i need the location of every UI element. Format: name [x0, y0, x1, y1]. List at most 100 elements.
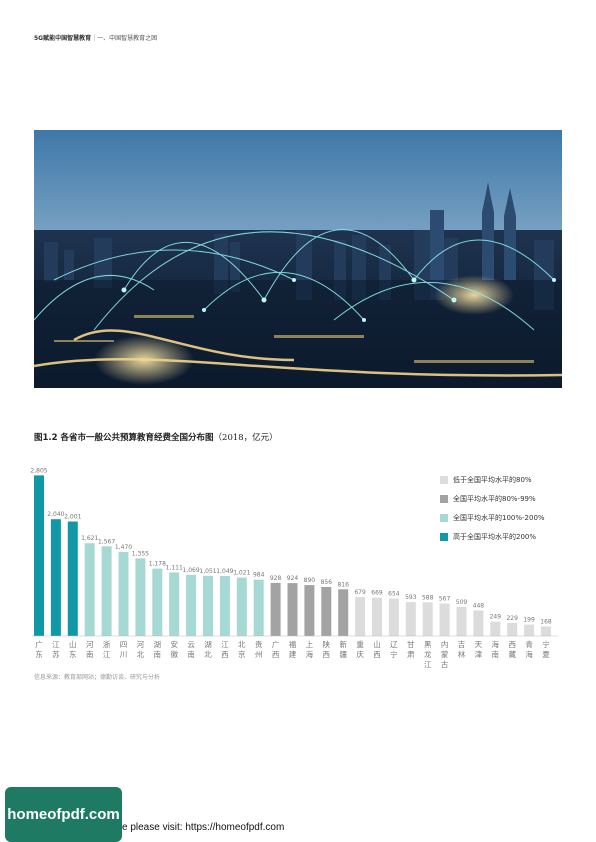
bar-宁夏 [541, 626, 551, 636]
category-label-char: 蒙 [441, 649, 449, 659]
data-label: 1,355 [132, 550, 149, 557]
legend-swatch [440, 513, 448, 522]
chart-legend: 低于全国平均水平的80% 全国平均水平的80%-99% 全国平均水平的100%-… [440, 470, 545, 546]
category-label-char: 青 [525, 639, 533, 649]
category-label-char: 南 [492, 649, 500, 659]
category-label-char: 东 [69, 649, 77, 659]
category-label-char: 北 [137, 650, 145, 659]
bar-chart-svg: 2,805广东2,040江苏2,001山东1,621河南1,567浙江1,470… [30, 467, 558, 669]
data-label: 1,567 [98, 538, 115, 545]
city-network-photo [34, 130, 562, 388]
category-label-char: 福 [289, 640, 297, 649]
category-label-char: 徽 [170, 649, 178, 659]
data-label: 679 [354, 589, 366, 596]
figure-subtitle: （2018，亿元） [213, 433, 278, 443]
figure-title-text: 图1.2 各省市一般公共预算教育经费全国分布图 [34, 433, 214, 443]
bar-湖北 [203, 575, 213, 636]
category-label-char: 南 [86, 649, 94, 659]
data-label: 654 [388, 591, 400, 598]
category-label-char: 云 [187, 640, 195, 649]
category-label-char: 山 [373, 639, 381, 649]
category-label-char: 辽 [390, 640, 398, 649]
bar-湖南 [152, 568, 163, 636]
header-separator: ｜ [91, 35, 98, 42]
legend-swatch [440, 475, 448, 484]
data-label: 199 [523, 617, 535, 624]
legend-swatch [440, 532, 448, 541]
category-label-char: 庆 [356, 649, 364, 659]
bar-广东 [34, 475, 44, 636]
bar-安徽 [169, 572, 180, 636]
bar-陕西 [321, 587, 332, 636]
data-label: 1,051 [199, 568, 216, 575]
category-label-char: 江 [221, 640, 229, 649]
data-label: 168 [540, 618, 552, 625]
legend-label: 全国平均水平的100%-200% [453, 513, 545, 522]
category-label-char: 西 [508, 640, 516, 649]
legend-label: 高于全国平均水平的200% [453, 532, 537, 541]
site-logo[interactable]: homeofpdf.com [5, 787, 122, 842]
data-label: 1,021 [233, 570, 250, 577]
report-title: 5G赋能中国智慧教育 [34, 35, 92, 42]
category-label-char: 广 [272, 639, 280, 649]
category-label-char: 西 [221, 650, 229, 659]
bar-广西 [270, 582, 281, 636]
data-label: 448 [473, 602, 485, 609]
bar-上海 [304, 585, 315, 636]
bar-河北 [135, 558, 146, 636]
category-label-char: 重 [356, 640, 364, 649]
category-label-char: 林 [458, 649, 466, 659]
category-label-char: 甘 [407, 639, 415, 649]
bar-贵州 [253, 579, 264, 636]
data-label: 816 [337, 581, 349, 588]
legend-label: 低于全国平均水平的80% [453, 475, 532, 484]
category-label-char: 川 [120, 650, 128, 659]
footer-link-text[interactable]: e please visit: https://homeofpdf.com [122, 822, 285, 833]
legend-item: 全国平均水平的80%-99% [440, 489, 545, 508]
data-label: 249 [490, 614, 502, 621]
category-label-char: 西 [272, 650, 280, 659]
category-label-char: 海 [492, 639, 500, 649]
category-label-char: 广 [35, 639, 43, 649]
category-label-char: 湖 [204, 640, 212, 649]
data-label: 924 [287, 575, 299, 582]
data-label: 928 [270, 575, 282, 582]
bar-青海 [524, 624, 535, 636]
legend-item: 高于全国平均水平的200% [440, 527, 545, 546]
category-label-char: 黑 [424, 640, 432, 649]
data-label: 229 [506, 615, 518, 622]
bar-吉林 [456, 606, 467, 636]
data-label: 2,001 [64, 514, 81, 521]
bar-天津 [473, 610, 484, 636]
category-label-char: 江 [52, 640, 60, 649]
bar-江西 [219, 576, 230, 636]
category-label-char: 肃 [407, 649, 415, 659]
legend-swatch [440, 494, 448, 503]
bar-河南 [84, 543, 95, 636]
bar-江苏 [50, 519, 61, 636]
data-label: 2,805 [30, 467, 47, 474]
category-label-char: 夏 [542, 650, 550, 659]
category-label-char: 藏 [508, 649, 516, 659]
data-label: 588 [422, 594, 434, 601]
data-label: 1,111 [166, 564, 183, 571]
category-label-char: 四 [120, 640, 128, 649]
category-label-char: 建 [289, 649, 297, 659]
category-label-char: 疆 [339, 650, 347, 659]
category-label-char: 陕 [323, 639, 331, 649]
category-label-char: 浙 [103, 639, 111, 649]
category-label-char: 湖 [154, 640, 162, 649]
category-label-char: 宁 [542, 639, 550, 649]
education-budget-chart: 2,805 广东 2,040 江苏 2,001 山东 1,621 河南 1,567 浙江 1,470… [30, 452, 566, 672]
data-label: 567 [439, 596, 451, 603]
category-label-char: 北 [204, 650, 212, 659]
category-label-char: 江 [424, 660, 432, 669]
bar-山东 [67, 521, 78, 636]
data-label: 669 [371, 590, 383, 597]
category-label-char: 北 [238, 640, 246, 649]
category-label-char: 西 [373, 650, 381, 659]
category-label-char: 东 [35, 649, 43, 659]
category-label-char: 河 [86, 640, 94, 649]
data-label: 856 [321, 579, 333, 586]
bar-甘肃 [405, 602, 416, 636]
